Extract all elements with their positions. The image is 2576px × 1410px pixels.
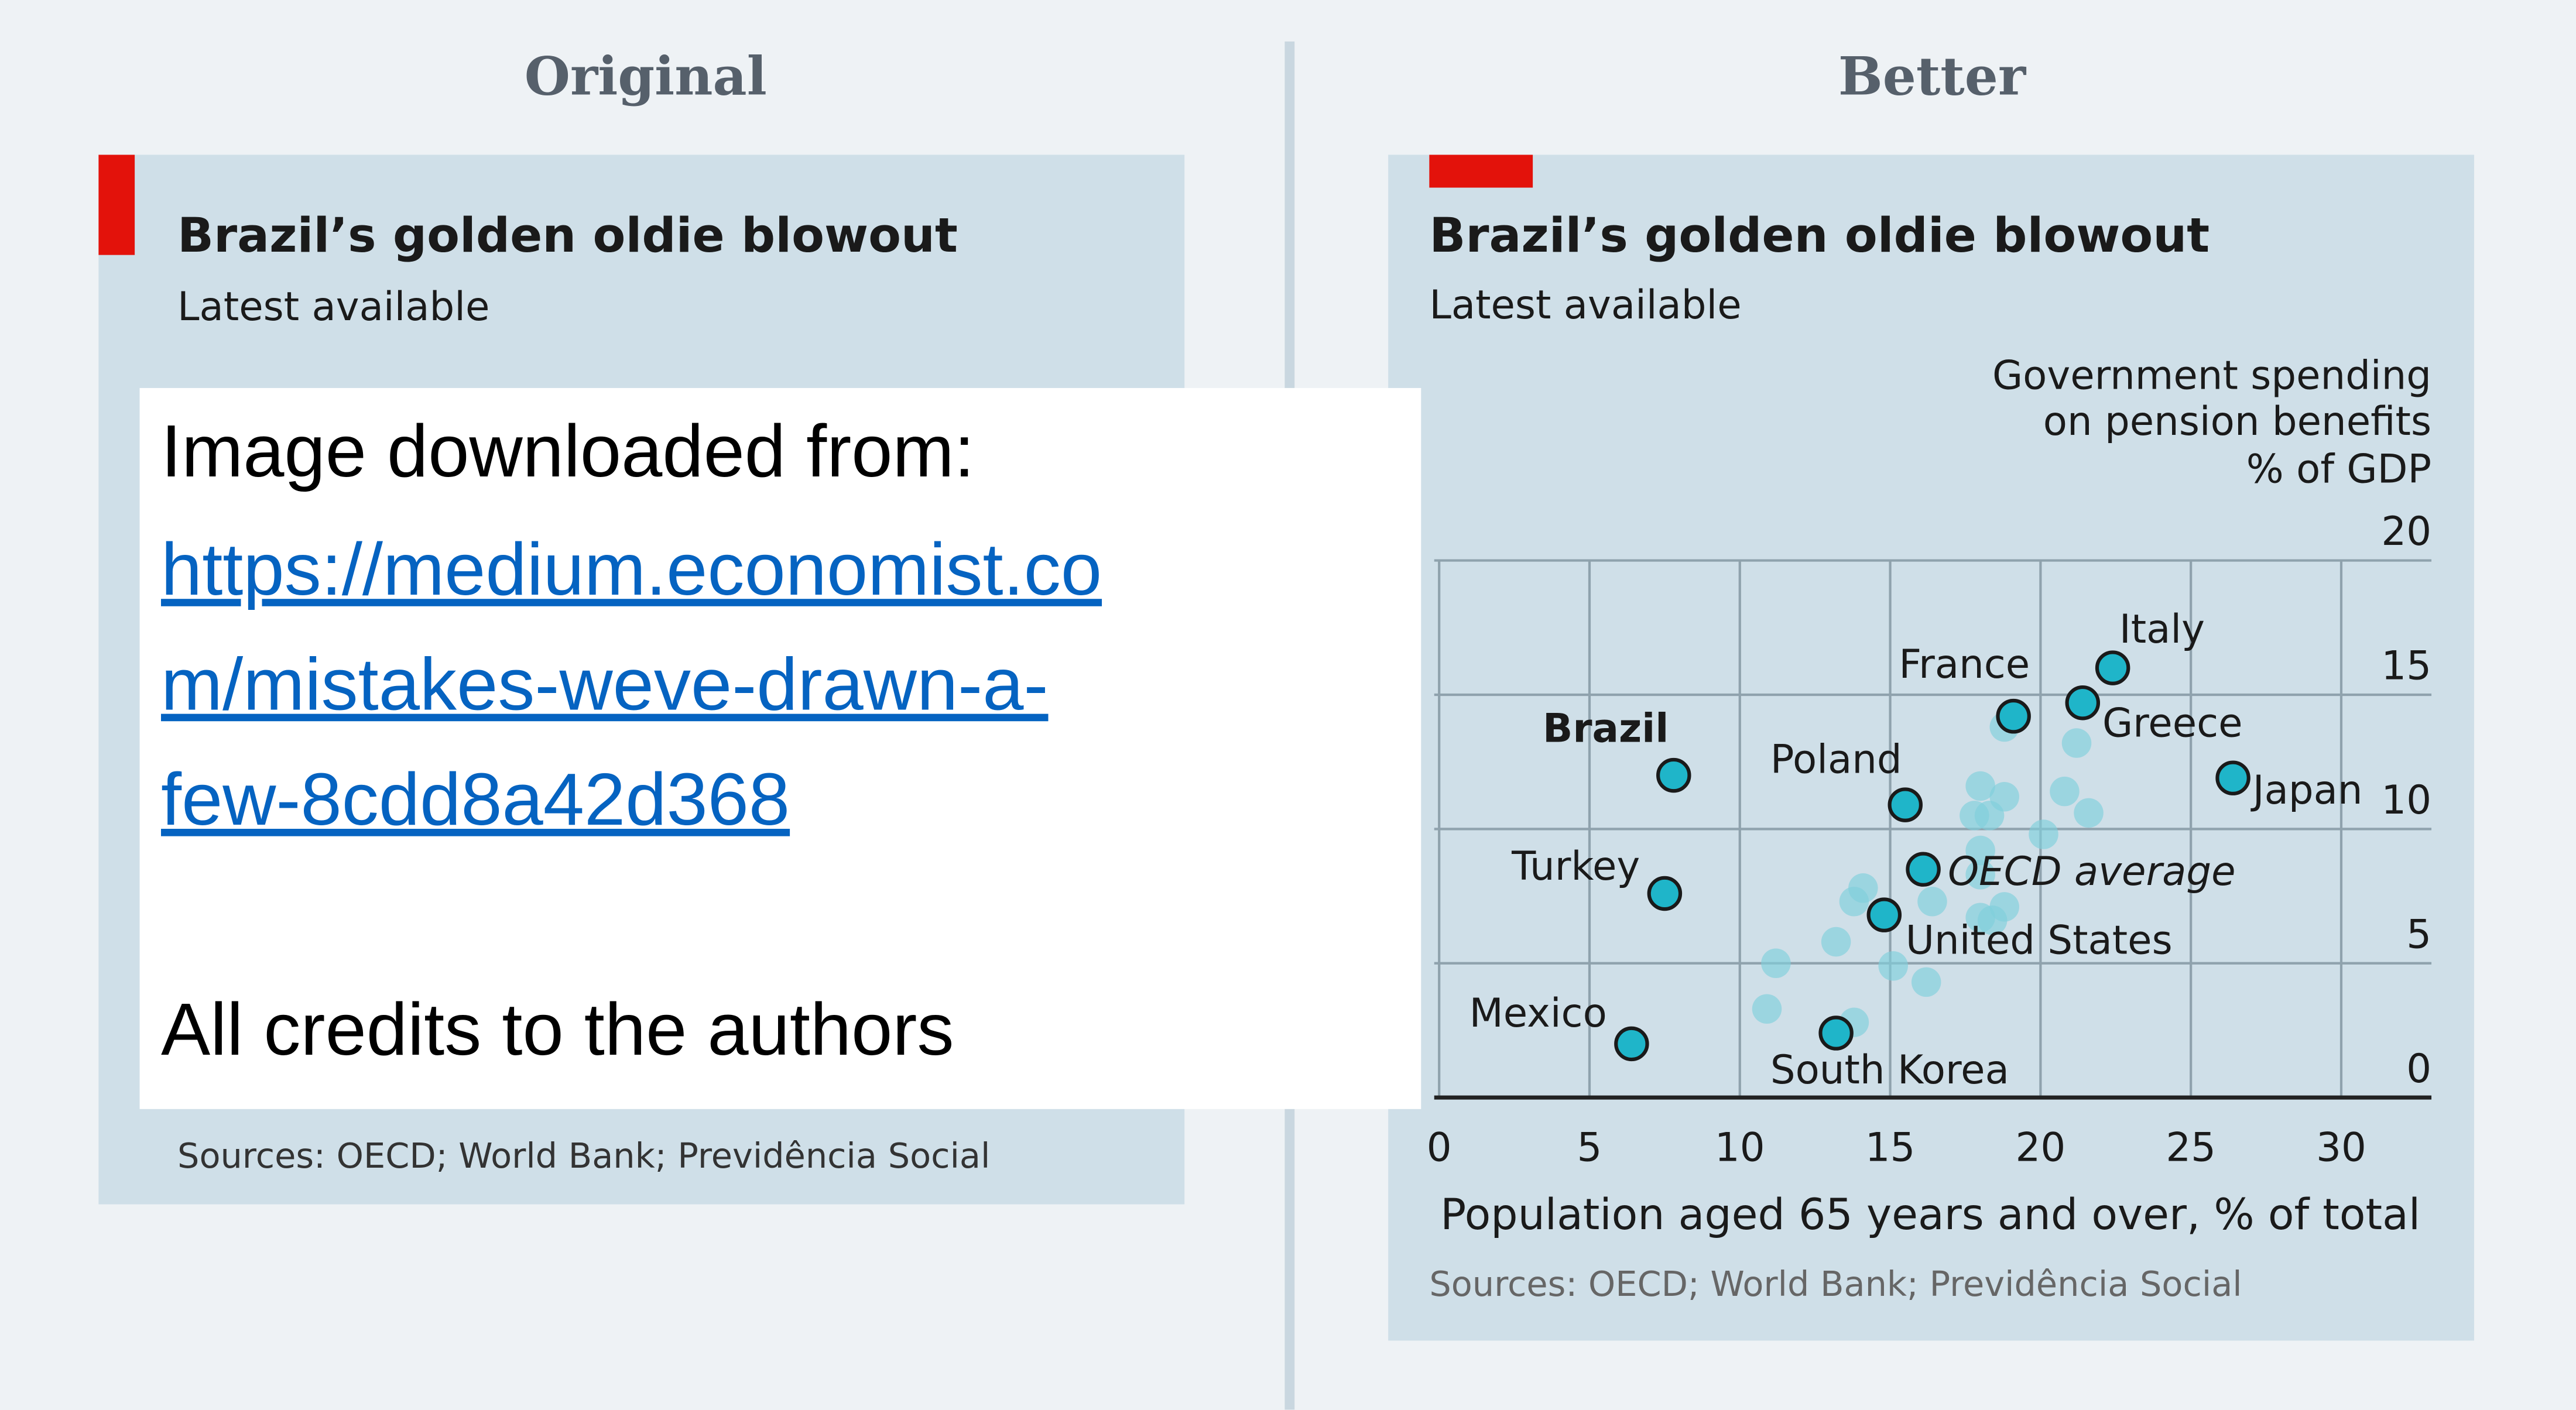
original-title: Brazil’s golden oldie blowout bbox=[177, 208, 958, 263]
point-label: Japan bbox=[2250, 767, 2363, 813]
point-label: South Korea bbox=[1770, 1047, 2009, 1093]
overlay-text: Image downloaded from: bbox=[161, 410, 975, 492]
point-label: United States bbox=[1906, 917, 2173, 963]
point-label: Turkey bbox=[1511, 843, 1640, 889]
point-label: Mexico bbox=[1469, 990, 1607, 1036]
overlay: Image downloaded from: https://medium.ec… bbox=[139, 387, 1421, 1109]
point bbox=[1752, 994, 1782, 1024]
point bbox=[1917, 886, 1947, 917]
point bbox=[1911, 967, 1941, 997]
original-sources: Sources: OECD; World Bank; Previdência S… bbox=[177, 1135, 990, 1176]
highlight-point bbox=[2065, 685, 2101, 721]
plot: 0 5 10 15 20 25 30 0 5 10 15 20 Brazil Turkey Mexico So… bbox=[1427, 508, 2432, 1171]
point-label: Brazil bbox=[1543, 705, 1669, 751]
x-tick-label: 0 bbox=[1427, 1124, 1452, 1171]
x-axis-label: Population aged 65 years and over, % of … bbox=[1440, 1190, 2420, 1240]
point bbox=[1848, 873, 1878, 903]
original-subtitle: Latest available bbox=[177, 283, 489, 330]
point bbox=[1878, 951, 1908, 981]
point bbox=[1821, 927, 1851, 957]
y-tick-label: 0 bbox=[2406, 1045, 2431, 1092]
chart-title: Brazil’s golden oldie blowout bbox=[1429, 208, 2210, 263]
chart-subtitle: Latest available bbox=[1429, 282, 1741, 328]
y-tick-label: 15 bbox=[2381, 643, 2431, 689]
x-tick-label: 25 bbox=[2166, 1124, 2216, 1171]
highlight-point bbox=[1614, 1026, 1649, 1062]
y-tick-label: 5 bbox=[2406, 911, 2431, 957]
overlay-credits: All credits to the authors bbox=[161, 988, 954, 1071]
x-tick-label: 30 bbox=[2316, 1124, 2366, 1171]
chart-panel bbox=[1388, 155, 2475, 1341]
point bbox=[1965, 835, 1995, 866]
right-heading: Better bbox=[1838, 46, 2027, 108]
point bbox=[2029, 819, 2058, 849]
y-axis-label: Government spending bbox=[1992, 352, 2431, 399]
point-label: Poland bbox=[1770, 736, 1902, 783]
red-tag bbox=[1429, 155, 1533, 188]
highlight-point bbox=[2095, 650, 2130, 685]
highlight-point bbox=[1866, 897, 1902, 932]
highlight-point bbox=[1906, 852, 1941, 887]
point-label: Italy bbox=[2119, 606, 2205, 652]
point bbox=[1989, 782, 2019, 812]
chart-sources: Sources: OECD; World Bank; Previdência S… bbox=[1429, 1264, 2242, 1304]
y-axis-label: on pension benefits bbox=[2043, 398, 2431, 444]
point bbox=[1977, 905, 2008, 935]
y-tick-label: 20 bbox=[2381, 508, 2431, 554]
x-tick-label: 15 bbox=[1865, 1124, 1916, 1171]
highlight-point bbox=[1996, 698, 2031, 734]
x-tick-label: 5 bbox=[1577, 1124, 1602, 1171]
point bbox=[2074, 798, 2104, 828]
point bbox=[1761, 948, 1791, 979]
point-label: Greece bbox=[2102, 700, 2243, 746]
left-heading: Original bbox=[525, 46, 767, 108]
point bbox=[1965, 771, 1995, 801]
overlay-box bbox=[139, 387, 1421, 1109]
highlight-point bbox=[1888, 787, 1923, 822]
highlight-point bbox=[1818, 1016, 1854, 1051]
point bbox=[1965, 860, 1995, 890]
point-label: France bbox=[1899, 641, 2030, 687]
point bbox=[2061, 728, 2092, 758]
x-tick-label: 20 bbox=[2016, 1124, 2066, 1171]
x-tick-label: 10 bbox=[1715, 1124, 1765, 1171]
overlay-link[interactable]: https://medium.economist.co bbox=[161, 528, 1102, 610]
y-axis-unit: % of GDP bbox=[2246, 446, 2431, 492]
point-label: OECD average bbox=[1948, 848, 2235, 894]
overlay-link[interactable]: m/mistakes-weve-drawn-a- bbox=[161, 643, 1049, 726]
overlay-link[interactable]: few-8cdd8a42d368 bbox=[161, 758, 790, 840]
highlight-point bbox=[2215, 760, 2250, 795]
point bbox=[2050, 776, 2080, 807]
red-tag bbox=[98, 155, 135, 255]
y-tick-label: 10 bbox=[2381, 777, 2431, 823]
highlight-point bbox=[1656, 757, 1691, 793]
highlight-point bbox=[1647, 876, 1683, 911]
